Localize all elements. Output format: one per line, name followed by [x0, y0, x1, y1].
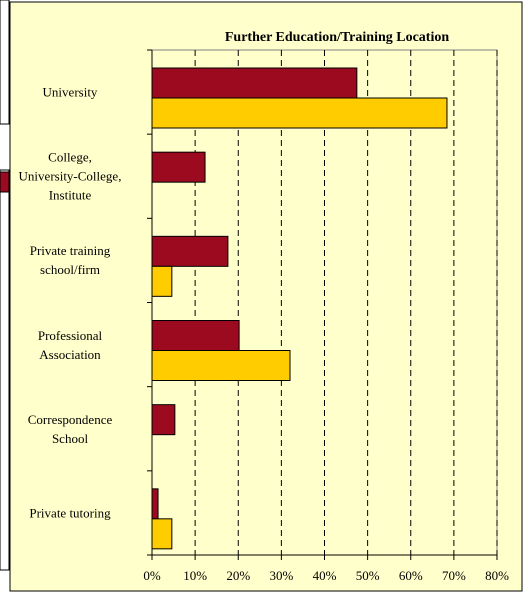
x-tick-label: 70%: [442, 568, 466, 583]
x-tick-label: 60%: [399, 568, 423, 583]
x-tick-label: 20%: [226, 568, 250, 583]
y-tick-label: Private training school/firm: [29, 243, 111, 278]
x-tick-label: 40%: [313, 568, 337, 583]
bar: [151, 350, 291, 381]
x-tick-label: 80%: [485, 568, 509, 583]
bar: [151, 518, 173, 550]
y-tick-label: Professional Association: [37, 327, 103, 362]
y-tick-label: College, University-College, Institute: [18, 149, 122, 203]
x-tick-label: 10%: [183, 568, 207, 583]
side-table-fragment: [0, 0, 10, 571]
bar: [151, 265, 173, 297]
x-tick-label: 0%: [143, 568, 161, 583]
y-tick-label: Correspondence School: [27, 411, 113, 446]
y-tick-label: University: [42, 84, 98, 100]
chart-title: Further Education/Training Location: [225, 30, 449, 45]
bar: [151, 97, 448, 129]
bar: [151, 67, 358, 99]
bar: [151, 151, 206, 183]
bar: [151, 320, 240, 351]
y-tick-label: Private tutoring: [29, 505, 111, 521]
bar: [151, 235, 229, 267]
x-tick-label: 30%: [269, 568, 293, 583]
bar: [151, 488, 159, 520]
x-tick-label: 50%: [356, 568, 380, 583]
bar: [151, 404, 176, 436]
